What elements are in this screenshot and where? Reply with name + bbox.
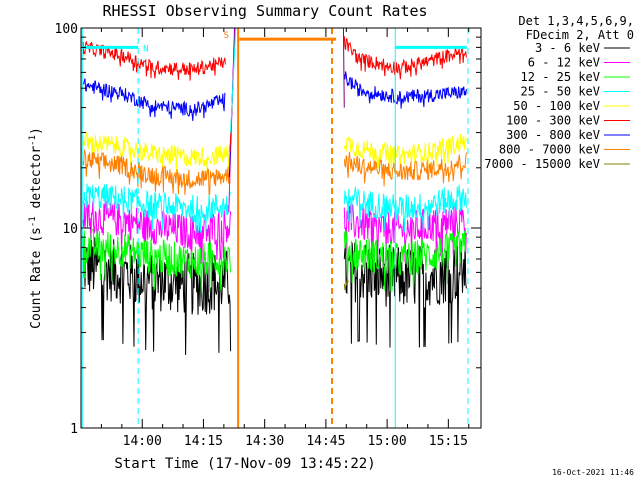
series-line-segment (343, 134, 467, 171)
y-axis-label-mid: detector (29, 146, 44, 217)
data-layer (82, 27, 467, 356)
flag-bar-label: N (143, 44, 148, 54)
vertical-marker-layer (81, 28, 469, 428)
flag-annotation: S (224, 31, 229, 41)
series-line-segment (82, 148, 231, 196)
legend-entry-label: 300 - 800 keV (506, 128, 600, 142)
x-tick-label: 14:30 (245, 434, 284, 449)
y-axis-label-sup2: -1 (28, 135, 38, 146)
x-tick-label: 14:45 (306, 434, 345, 449)
series-line-segment (343, 71, 467, 109)
x-axis-label: Start Time (17-Nov-09 13:45:22) (114, 456, 375, 472)
y-tick-label: 100 (55, 22, 78, 37)
series-line-segment (343, 277, 349, 290)
legend-entry-label: 3 - 6 keV (535, 41, 600, 55)
series-25-50-keV-kev (82, 183, 467, 234)
decay-spike (342, 27, 345, 108)
x-tick-label: 15:15 (429, 434, 468, 449)
y-tick-label: 10 (62, 222, 78, 237)
legend-entry-label: 7000 - 15000 keV (484, 157, 600, 171)
legend-entry-label: 6 - 12 keV (528, 56, 600, 70)
series-300-800-keV-kev (82, 71, 467, 121)
series-line-segment (343, 239, 467, 348)
series-800-7000-keV-kev (82, 148, 467, 196)
series-line-segment (82, 131, 232, 174)
legend-entry-label: 25 - 50 keV (521, 85, 600, 99)
y-axis-label-end: ) (29, 127, 44, 135)
y-axis-label: Count Rate (s-1 detector-1) (28, 127, 44, 329)
legend-entry-label: 800 - 7000 keV (499, 143, 600, 157)
series-line-segment (343, 184, 467, 233)
series-line-segment (343, 230, 467, 292)
series-12-25-keV-kev (82, 228, 467, 294)
series-line-segment (343, 151, 467, 187)
flag-bar-layer: NS (83, 31, 467, 54)
x-tick-label: 14:00 (123, 434, 162, 449)
legend-entry-label: 100 - 300 keV (506, 114, 600, 128)
legend-header-line-2: FDecim 2, Att 0 (526, 28, 634, 42)
legend-entry-label: 50 - 100 keV (513, 99, 600, 113)
series-line-segment (82, 228, 232, 294)
legend-entry-label: 12 - 25 keV (521, 70, 600, 84)
x-tick-label: 15:00 (368, 434, 407, 449)
series-50-100-keV-kev (82, 131, 467, 174)
chart-title: RHESSI Observing Summary Count Rates (102, 2, 427, 20)
flare-rise-spike (230, 27, 237, 133)
legend: Det 1,3,4,5,6,9, FDecim 2, Att 0 3 - 6 k… (484, 14, 634, 171)
y-tick-label: 1 (70, 422, 78, 437)
series-line-segment (82, 183, 232, 234)
timestamp-footer: 16-Oct-2021 11:46 (552, 468, 634, 477)
legend-header-line-1: Det 1,3,4,5,6,9, (518, 14, 634, 28)
series-7000-15000-keV-kev (343, 277, 349, 290)
x-tick-label: 14:15 (184, 434, 223, 449)
y-axis-label-main: Count Rate (s (29, 227, 44, 329)
y-axis-label-sup1: -1 (28, 216, 38, 227)
series-line-segment (343, 36, 467, 80)
series-line-segment (82, 78, 226, 121)
axis-layer: 14:00 14:15 14:30 14:45 15:00 15:15 1 10 100 (55, 22, 481, 449)
